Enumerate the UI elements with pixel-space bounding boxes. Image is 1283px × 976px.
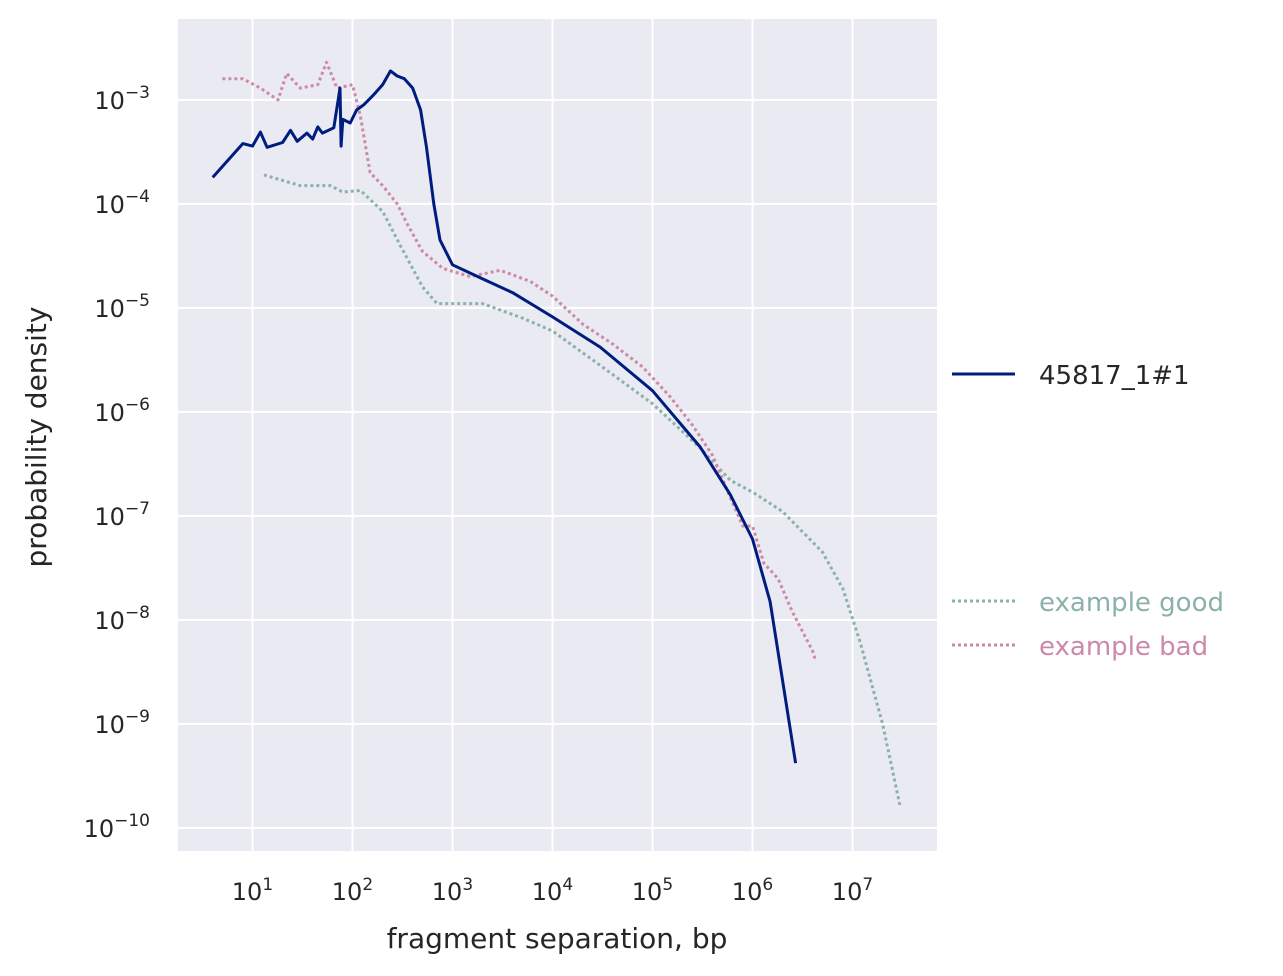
x-tick-label: 101 [232, 875, 273, 906]
x-tick-label: 103 [432, 875, 473, 906]
y-tick-label: 10−6 [94, 395, 150, 427]
legend-label-example-bad: example bad [1039, 632, 1208, 662]
x-tick-labels: 101 102 103 104 105 106 107 [232, 875, 873, 906]
y-tick-label: 10−3 [94, 83, 150, 115]
y-tick-label: 10−5 [94, 291, 150, 323]
y-tick-labels: 10−3 10−4 10−5 10−6 10−7 10−8 10−9 10−10 [84, 83, 150, 843]
x-tick-label: 106 [732, 875, 773, 906]
legend-top: 45817_1#1 [952, 361, 1190, 391]
series-line-45817-1-1 [211, 69, 798, 764]
y-tick-label: 10−8 [94, 603, 150, 635]
x-tick-label: 104 [532, 875, 573, 906]
series-line-example-bad [222, 60, 818, 662]
series-layer [211, 60, 902, 808]
x-axis-title: fragment separation, bp [387, 922, 728, 955]
y-tick-label: 10−7 [94, 499, 150, 531]
y-tick-label: 10−9 [94, 707, 150, 739]
plot-background [178, 19, 937, 851]
legend-label-45817-1-1: 45817_1#1 [1039, 361, 1190, 391]
y-tick-label: 10−4 [94, 187, 150, 219]
legend-label-example-good: example good [1039, 588, 1224, 618]
legend-bottom: example good example bad [952, 588, 1224, 662]
grid [178, 19, 937, 851]
y-axis-title: probability density [20, 307, 53, 568]
x-tick-label: 107 [832, 875, 873, 906]
x-tick-label: 105 [632, 875, 673, 906]
x-tick-label: 102 [332, 875, 373, 906]
y-tick-label: 10−10 [84, 811, 150, 843]
